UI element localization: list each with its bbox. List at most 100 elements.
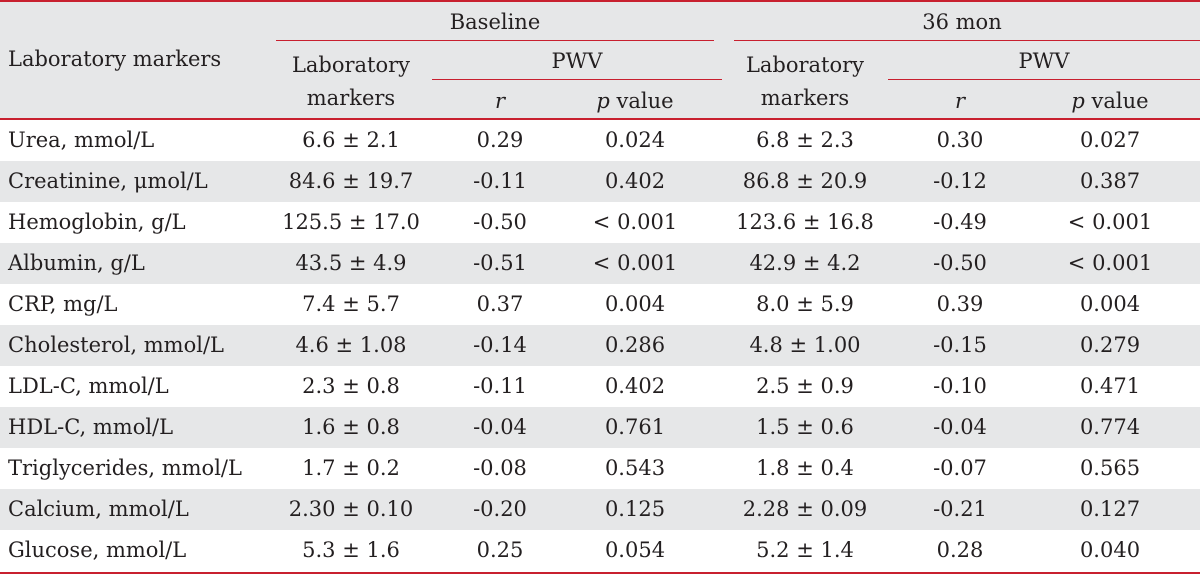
- baseline-rule: [276, 40, 714, 41]
- baseline-pwv-rule: [432, 79, 722, 80]
- followup-r: -0.12: [933, 169, 987, 193]
- followup-pwv-rule: [888, 79, 1200, 80]
- followup-r: -0.15: [933, 333, 987, 357]
- baseline-lab-markers-line2: markers: [306, 86, 396, 110]
- followup-r: -0.10: [933, 374, 987, 398]
- followup-p: 0.279: [1079, 333, 1141, 357]
- marker-name: HDL-C, mmol/L: [8, 415, 174, 439]
- baseline-lab-markers-line1: Laboratory: [291, 53, 411, 77]
- marker-name: Cholesterol, mmol/L: [8, 333, 224, 357]
- table-bottom-rule: [0, 572, 1200, 574]
- followup-p: < 0.001: [1067, 210, 1153, 234]
- baseline-r: -0.11: [473, 374, 527, 398]
- marker-name: Albumin, g/L: [8, 251, 145, 275]
- followup-value: 42.9 ± 4.2: [749, 251, 861, 275]
- followup-lab-markers-line1: Laboratory: [745, 53, 865, 77]
- followup-r: -0.21: [933, 497, 987, 521]
- followup-p-header: p value: [1071, 89, 1149, 113]
- followup-value: 86.8 ± 20.9: [742, 169, 868, 193]
- baseline-pwv-header: PWV: [551, 49, 603, 73]
- table-row: CRP, mg/L 7.4 ± 5.7 0.37 0.004 8.0 ± 5.9…: [0, 284, 1200, 325]
- followup-r: -0.07: [933, 456, 987, 480]
- followup-p: 0.565: [1079, 456, 1141, 480]
- table-header: Laboratory markers Baseline 36 mon Labor…: [0, 2, 1200, 120]
- marker-name: CRP, mg/L: [8, 292, 118, 316]
- followup-value: 8.0 ± 5.9: [756, 292, 854, 316]
- table-row: Triglycerides, mmol/L 1.7 ± 0.2 -0.08 0.…: [0, 448, 1200, 489]
- followup-pwv-header: PWV: [1018, 49, 1070, 73]
- followup-r: 0.28: [936, 538, 984, 562]
- baseline-r: -0.04: [473, 415, 527, 439]
- followup-p: 0.774: [1079, 415, 1141, 439]
- followup-value: 1.8 ± 0.4: [756, 456, 854, 480]
- baseline-p: 0.543: [604, 456, 666, 480]
- baseline-p-header: p value: [596, 89, 674, 113]
- marker-name: Triglycerides, mmol/L: [8, 456, 242, 480]
- baseline-r: -0.20: [473, 497, 527, 521]
- followup-value: 1.5 ± 0.6: [756, 415, 854, 439]
- baseline-value: 7.4 ± 5.7: [302, 292, 400, 316]
- baseline-r: -0.11: [473, 169, 527, 193]
- followup-p: 0.127: [1079, 497, 1141, 521]
- baseline-r-header: r: [494, 89, 506, 113]
- baseline-r: -0.08: [473, 456, 527, 480]
- marker-name: LDL-C, mmol/L: [8, 374, 169, 398]
- marker-name: Calcium, mmol/L: [8, 497, 189, 521]
- table-row: Cholesterol, mmol/L 4.6 ± 1.08 -0.14 0.2…: [0, 325, 1200, 366]
- marker-name: Hemoglobin, g/L: [8, 210, 186, 234]
- baseline-p: 0.004: [604, 292, 666, 316]
- marker-name: Glucose, mmol/L: [8, 538, 187, 562]
- followup-p: 0.471: [1079, 374, 1141, 398]
- baseline-p: 0.024: [604, 128, 666, 152]
- followup-value: 6.8 ± 2.3: [756, 128, 854, 152]
- table-row: Urea, mmol/L 6.6 ± 2.1 0.29 0.024 6.8 ± …: [0, 120, 1200, 161]
- baseline-r: -0.50: [473, 210, 527, 234]
- table-row: Calcium, mmol/L 2.30 ± 0.10 -0.20 0.125 …: [0, 489, 1200, 530]
- baseline-header: Baseline: [449, 10, 541, 34]
- followup-value: 4.8 ± 1.00: [749, 333, 861, 357]
- followup-r: 0.30: [936, 128, 984, 152]
- baseline-p: 0.761: [604, 415, 666, 439]
- table-row: Hemoglobin, g/L 125.5 ± 17.0 -0.50 < 0.0…: [0, 202, 1200, 243]
- table-row: Creatinine, μmol/L 84.6 ± 19.7 -0.11 0.4…: [0, 161, 1200, 202]
- baseline-value: 2.30 ± 0.10: [288, 497, 414, 521]
- baseline-p: < 0.001: [592, 210, 678, 234]
- followup-r: -0.49: [933, 210, 987, 234]
- baseline-p: 0.125: [604, 497, 666, 521]
- followup-p: 0.387: [1079, 169, 1141, 193]
- baseline-value: 43.5 ± 4.9: [295, 251, 407, 275]
- baseline-r: -0.51: [473, 251, 527, 275]
- followup-value: 123.6 ± 16.8: [736, 210, 874, 234]
- baseline-value: 6.6 ± 2.1: [302, 128, 400, 152]
- baseline-value: 1.6 ± 0.8: [302, 415, 400, 439]
- baseline-p: 0.402: [604, 374, 666, 398]
- baseline-r: 0.29: [476, 128, 524, 152]
- baseline-p: 0.402: [604, 169, 666, 193]
- table-row: HDL-C, mmol/L 1.6 ± 0.8 -0.04 0.761 1.5 …: [0, 407, 1200, 448]
- baseline-p: < 0.001: [592, 251, 678, 275]
- followup-p: < 0.001: [1067, 251, 1153, 275]
- marker-name: Urea, mmol/L: [8, 128, 155, 152]
- followup-value: 2.28 ± 0.09: [742, 497, 868, 521]
- baseline-value: 4.6 ± 1.08: [295, 333, 407, 357]
- table-body: Urea, mmol/L 6.6 ± 2.1 0.29 0.024 6.8 ± …: [0, 120, 1200, 571]
- baseline-p: 0.286: [604, 333, 666, 357]
- baseline-value: 5.3 ± 1.6: [302, 538, 400, 562]
- followup-rule: [734, 40, 1200, 41]
- table-top-rule: [0, 0, 1200, 2]
- followup-p: 0.027: [1079, 128, 1141, 152]
- baseline-r: 0.25: [476, 538, 524, 562]
- followup-r: 0.39: [936, 292, 984, 316]
- baseline-value: 1.7 ± 0.2: [302, 456, 400, 480]
- followup-value: 2.5 ± 0.9: [756, 374, 854, 398]
- table-row: Albumin, g/L 43.5 ± 4.9 -0.51 < 0.001 42…: [0, 243, 1200, 284]
- followup-lab-markers-line2: markers: [760, 86, 850, 110]
- row-label-header: Laboratory markers: [8, 47, 222, 71]
- marker-name: Creatinine, μmol/L: [8, 169, 208, 193]
- baseline-p: 0.054: [604, 538, 666, 562]
- baseline-value: 2.3 ± 0.8: [302, 374, 400, 398]
- followup-r: -0.50: [933, 251, 987, 275]
- followup-header: 36 mon: [922, 10, 1002, 34]
- followup-value: 5.2 ± 1.4: [756, 538, 854, 562]
